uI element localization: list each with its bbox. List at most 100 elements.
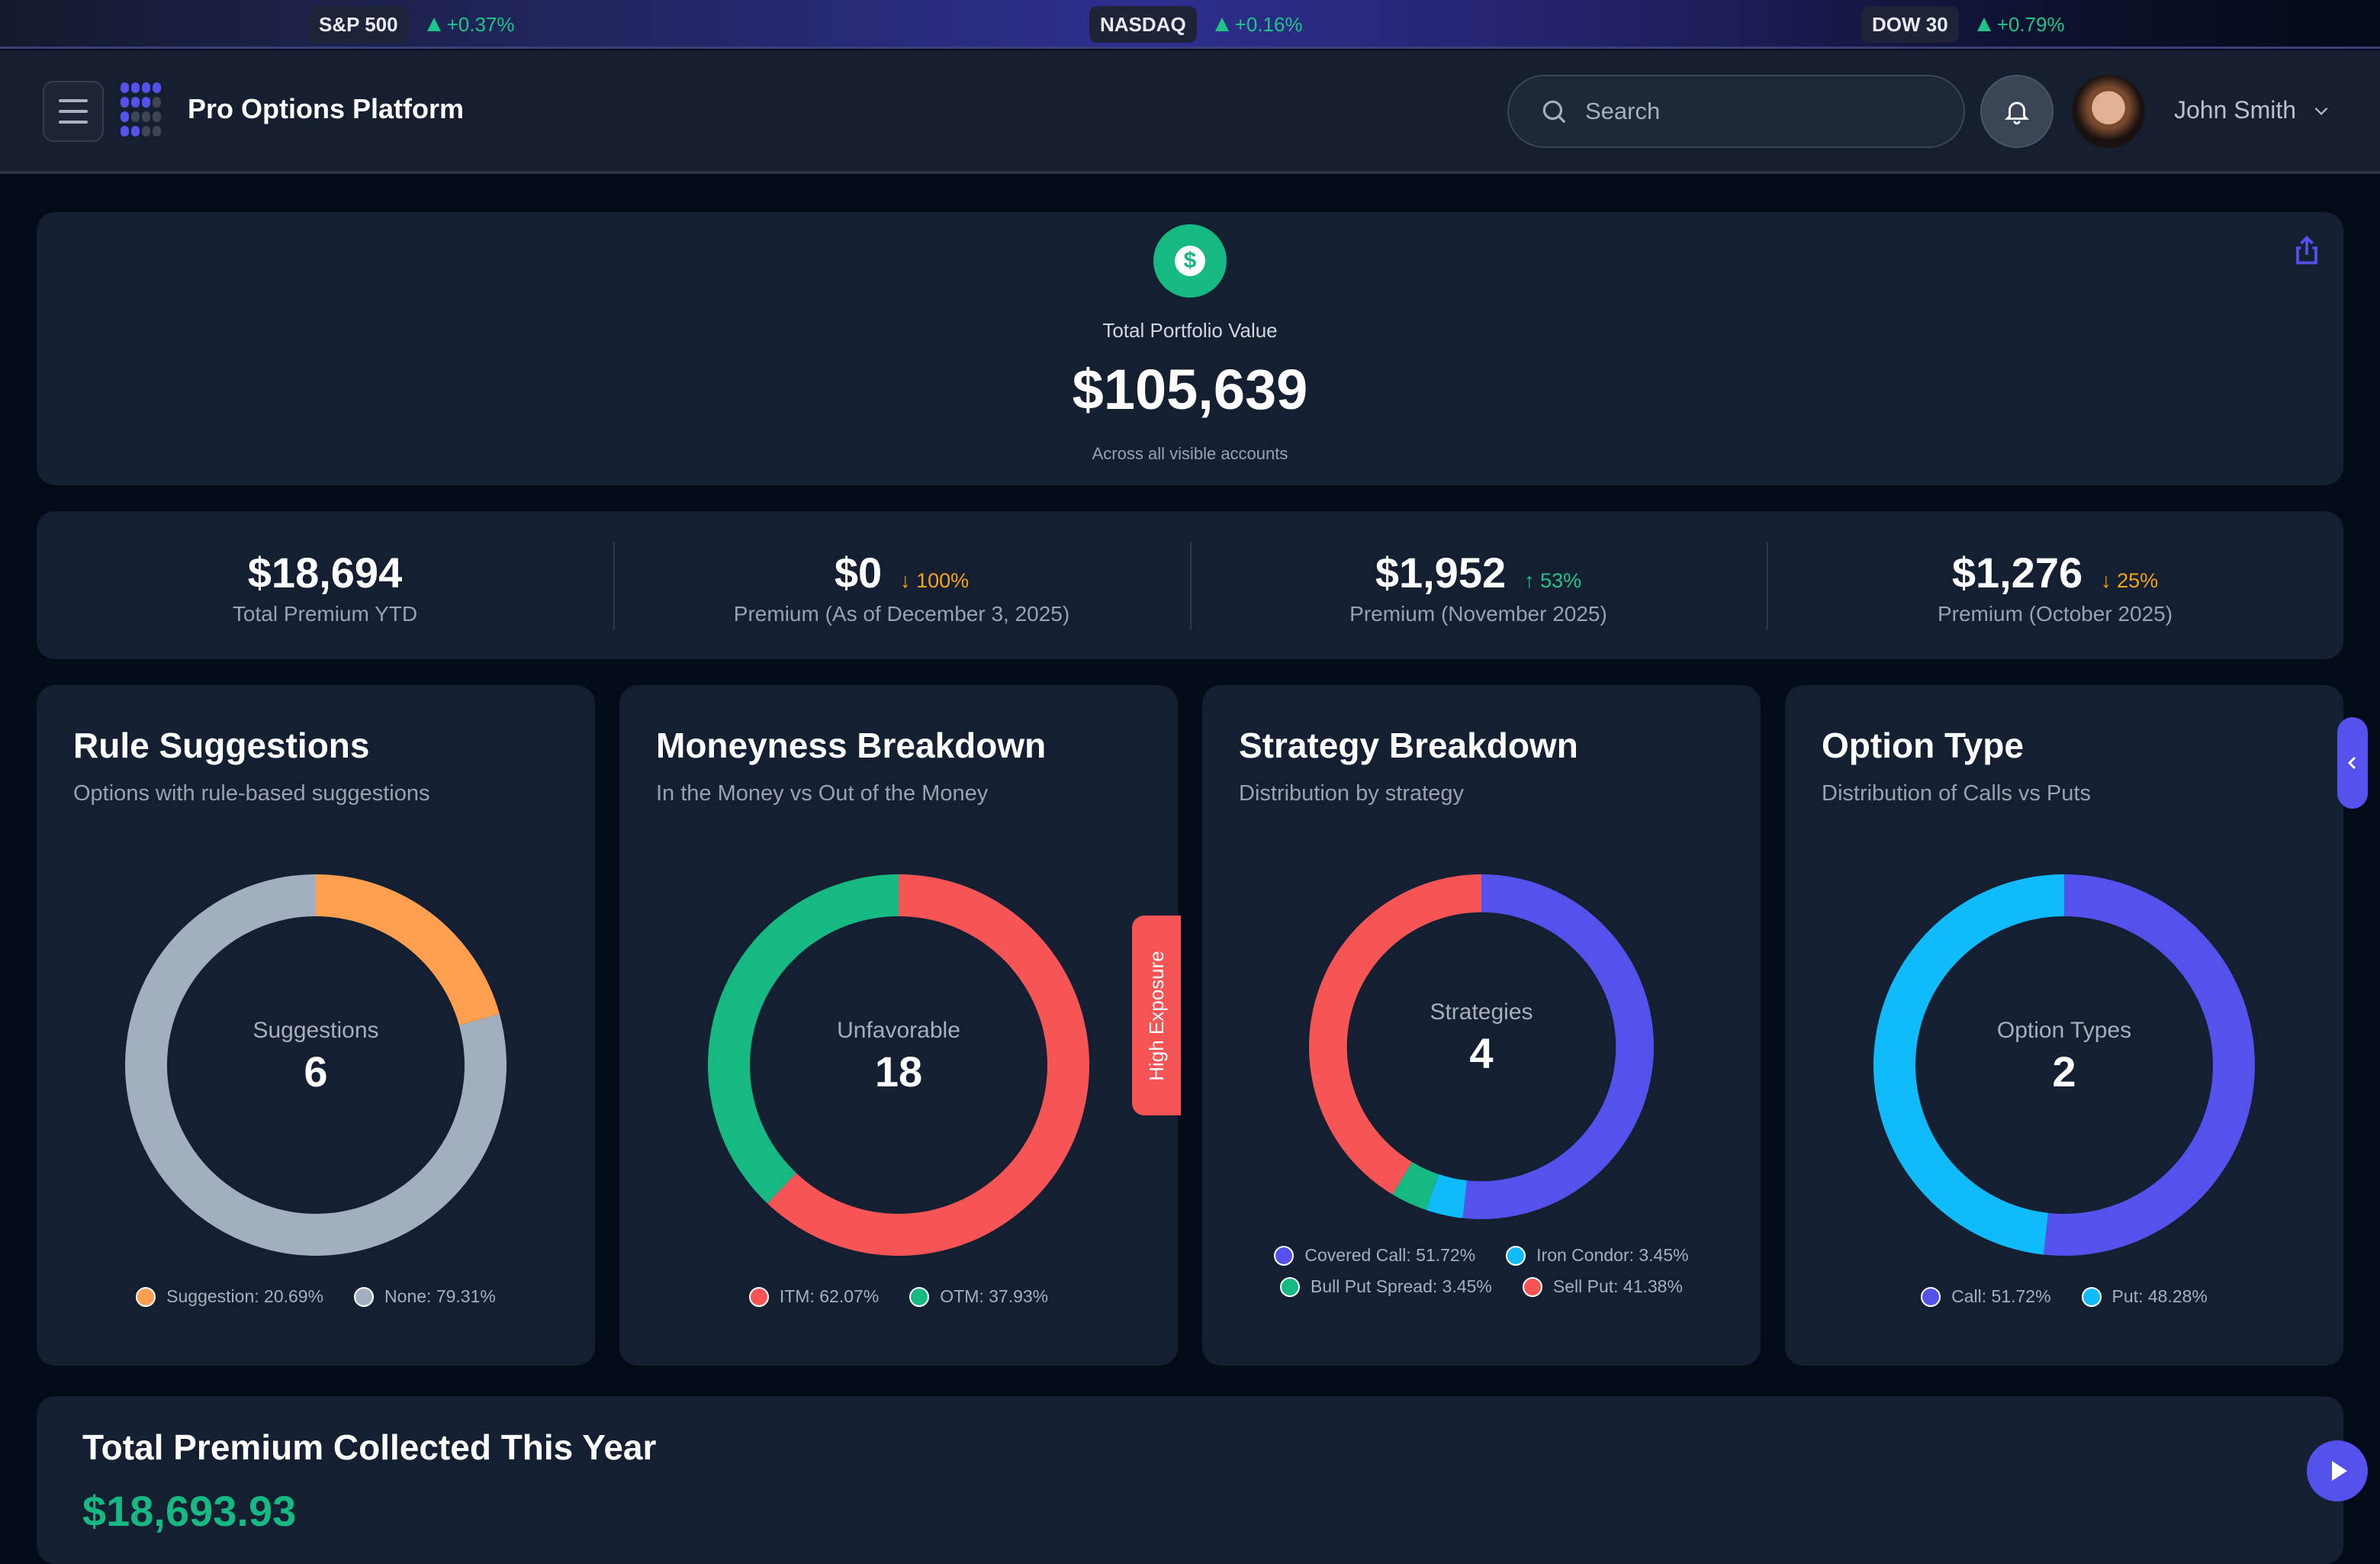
up-arrow-icon (1976, 18, 1991, 31)
stat-item: $18,694 Total Premium YTD (37, 511, 613, 659)
chevron-left-icon (2347, 756, 2356, 770)
donut-center-value: 4 (1469, 1029, 1494, 1077)
high-exposure-label: High Exposure (1144, 950, 1168, 1081)
donut-center-label: Option Types (1996, 1018, 2132, 1043)
stat-item: $1,276 ↓ 25% Premium (October 2025) (1767, 511, 2343, 659)
legend-item[interactable]: Call: 51.72% (1921, 1286, 2051, 1307)
premium-collected-card: Total Premium Collected This Year $18,69… (37, 1396, 2343, 1564)
stat-label: Total Premium YTD (232, 602, 418, 626)
share-icon (2296, 235, 2317, 265)
card-subtitle: In the Money vs Out of the Money (656, 781, 989, 806)
legend-item[interactable]: Bull Put Spread: 3.45% (1280, 1276, 1492, 1297)
donut-chart (1309, 874, 1654, 1219)
legend-item[interactable]: Suggestion: 20.69% (136, 1286, 323, 1307)
legend-dot-icon (748, 1286, 769, 1307)
card-subtitle: Options with rule-based suggestions (73, 781, 430, 806)
donut-segment[interactable] (767, 874, 1089, 1256)
menu-button[interactable] (43, 81, 104, 142)
market-ticker-bar: S&P 500 +0.37% NASDAQ +0.16% DOW 30 +0.7… (0, 0, 2380, 49)
moneyness-breakdown-card: Moneyness Breakdown In the Money vs Out … (619, 685, 1178, 1366)
play-button[interactable] (2307, 1440, 2368, 1501)
donut-center-value: 18 (874, 1047, 923, 1096)
up-arrow-icon (1214, 18, 1229, 31)
donut-center-value: 6 (304, 1047, 328, 1096)
donut-segment[interactable] (1462, 874, 1654, 1219)
hamburger-icon (59, 99, 88, 102)
app-title: Pro Options Platform (188, 93, 465, 124)
donut-segment[interactable] (1392, 1162, 1439, 1211)
stat-label: Premium (November 2025) (1349, 602, 1607, 626)
user-menu[interactable]: John Smith (2174, 96, 2331, 124)
share-button[interactable] (2293, 233, 2320, 271)
ticker-dow30[interactable]: DOW 30 +0.79% (1861, 6, 2065, 43)
play-icon (2332, 1461, 2347, 1481)
legend-dot-icon (909, 1286, 930, 1307)
legend-label: Bull Put Spread: 3.45% (1311, 1276, 1492, 1296)
top-navbar: Pro Options Platform John Smith (0, 50, 2380, 174)
card-title: Rule Suggestions (73, 726, 370, 765)
donut-chart (1873, 874, 2255, 1256)
donut-segment[interactable] (2044, 874, 2255, 1256)
high-exposure-tab[interactable]: High Exposure (1132, 916, 1181, 1115)
stat-value: $18,694 (247, 549, 403, 597)
legend-dot-icon (1506, 1245, 1526, 1266)
chevron-down-icon (2314, 107, 2328, 115)
ticker-nasdaq[interactable]: NASDAQ +0.16% (1089, 6, 1303, 43)
legend-label: Suggestion: 20.69% (166, 1286, 324, 1306)
ticker-symbol: DOW 30 (1861, 6, 1959, 43)
search-box[interactable] (1507, 75, 1965, 148)
portfolio-subtitle: Across all visible accounts (1092, 444, 1288, 463)
legend-label: Covered Call: 51.72% (1304, 1245, 1476, 1265)
legend-label: OTM: 37.93% (940, 1286, 1049, 1306)
stat-label: Premium (October 2025) (1937, 602, 2173, 626)
legend-label: Iron Condor: 3.45% (1536, 1245, 1689, 1265)
legend-item[interactable]: Put: 48.28% (2081, 1286, 2208, 1307)
donut-segment[interactable] (1873, 874, 2064, 1255)
search-input[interactable] (1585, 98, 1951, 125)
donut-center: Option Types 2 (1785, 1018, 2343, 1096)
legend-item[interactable]: Iron Condor: 3.45% (1506, 1245, 1689, 1266)
donut-center-label: Suggestions (252, 1018, 379, 1043)
donut-segment[interactable] (316, 874, 500, 1025)
donut-center-label: Strategies (1430, 999, 1533, 1025)
donut-chart (708, 874, 1089, 1256)
legend-item[interactable]: Sell Put: 41.38% (1522, 1276, 1683, 1297)
ticker-change: +0.37% (446, 12, 515, 36)
notifications-button[interactable] (1980, 75, 2054, 148)
stat-delta: ↓ 25% (2101, 569, 2159, 592)
donut-segment[interactable] (708, 874, 899, 1204)
ticker-change: +0.79% (1996, 12, 2065, 36)
ticker-symbol: NASDAQ (1089, 6, 1197, 43)
legend-item[interactable]: Covered Call: 51.72% (1274, 1245, 1475, 1266)
legend-dot-icon (1274, 1245, 1295, 1266)
donut-segment[interactable] (1309, 874, 1481, 1195)
donut-center: Suggestions 6 (37, 1018, 595, 1096)
legend-dot-icon (1522, 1276, 1542, 1297)
rule-suggestions-card: Rule Suggestions Options with rule-based… (37, 685, 595, 1366)
avatar[interactable] (2072, 75, 2145, 148)
legend-item[interactable]: ITM: 62.07% (748, 1286, 880, 1307)
search-icon (1542, 100, 1566, 124)
portfolio-value-card: $ Total Portfolio Value $105,639 Across … (37, 212, 2343, 485)
donut-center-label: Unfavorable (837, 1018, 960, 1043)
chart-legend: Call: 51.72% Put: 48.28% (1785, 1286, 2343, 1307)
legend-item[interactable]: OTM: 37.93% (909, 1286, 1048, 1307)
premium-collected-amount: $18,693.93 (82, 1487, 297, 1535)
legend-label: Put: 48.28% (2111, 1286, 2208, 1306)
donut-center: Strategies 4 (1202, 999, 1761, 1078)
ticker-change: +0.16% (1234, 12, 1303, 36)
logo-icon (121, 82, 161, 137)
legend-dot-icon (136, 1286, 156, 1307)
bell-icon (2004, 101, 2030, 125)
collapse-sidebar-button[interactable] (2337, 717, 2368, 809)
ticker-sp500[interactable]: S&P 500 +0.37% (308, 6, 515, 43)
card-title: Option Type (1822, 726, 2024, 765)
legend-item[interactable]: None: 79.31% (354, 1286, 496, 1307)
stat-delta: ↑ 53% (1524, 569, 1582, 592)
legend-label: ITM: 62.07% (779, 1286, 880, 1306)
donut-segment[interactable] (1426, 1174, 1467, 1218)
card-title: Moneyness Breakdown (656, 726, 1047, 765)
portfolio-label: Total Portfolio Value (1102, 319, 1278, 342)
stat-item: $0 ↓ 100% Premium (As of December 3, 202… (613, 511, 1190, 659)
dollar-icon: $ (1153, 224, 1227, 298)
